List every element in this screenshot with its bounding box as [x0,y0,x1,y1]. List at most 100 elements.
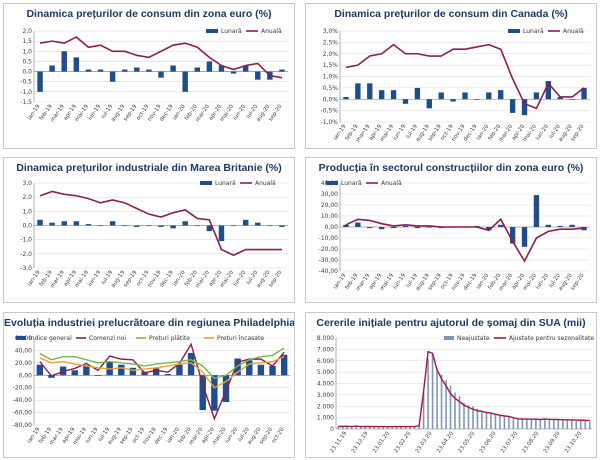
bar [566,420,569,429]
bar [73,57,80,72]
y-tick-label: 1,0% [323,74,339,81]
y-tick-label: 20,00 [321,202,338,209]
bar [458,396,461,429]
bar [390,90,397,100]
bar [206,61,213,72]
y-tick-label: -40,00 [319,268,339,275]
bar [409,426,411,429]
legend-label: Indice general [29,335,72,342]
chart-title: Dinamica prețurilor industriale din Mare… [16,162,282,174]
bar [222,375,230,403]
bar [164,374,172,376]
bar [187,352,195,376]
y-tick-label: 5.000 [317,369,334,376]
chart-panel-us-claims: Cererile inițiale pentru ajutorul de șom… [305,312,597,458]
x-tick-label: 23.10.20 [564,430,583,454]
y-tick-label: 8.000 [317,335,334,342]
y-tick-label: 1,5% [323,62,339,69]
bar [280,354,288,376]
x-tick-label: dec-19 [159,103,175,122]
bar [571,420,573,429]
bar [49,65,55,72]
x-tick-label: 23.08.20 [521,430,540,454]
bar [490,413,492,429]
bar [535,419,537,429]
y-tick-label: -40,00 [13,397,33,404]
bar [557,225,563,227]
bar [350,426,353,429]
bar [378,90,385,100]
x-tick-label: iun-20 [232,103,247,121]
bar [438,92,444,100]
bar [269,365,276,376]
bar [109,71,116,82]
bar [569,99,575,100]
bar [211,375,218,411]
y-tick-label: 20,00 [15,360,32,367]
bar [134,67,140,72]
bar [521,419,524,429]
bar [257,364,265,376]
chart-panel-ca-cpi: Dinamica prețurilor de consum din Canada… [305,3,597,149]
legend-swatch-bar [206,29,218,33]
bar [402,225,409,227]
bar [134,225,140,227]
bar [499,414,501,429]
bar [526,419,528,429]
chart-title: Producția în sectorul construcțiilor din… [318,162,584,174]
bar [486,227,492,231]
x-tick-label: 23.07.20 [500,430,519,454]
philly-fed-chart: -80,00-60,00-40,00-20,000,0020,0040,0060… [13,335,290,446]
bar [368,426,371,429]
bar [413,426,416,429]
bar [545,224,552,227]
bar [404,426,407,429]
x-tick-label: 23.09.20 [543,430,562,454]
x-tick-label: 23.03.20 [415,430,434,454]
y-tick-label: 1,0 [22,48,32,55]
y-tick-label: -80,00 [13,422,33,429]
bar [422,391,425,429]
legend-label: Neajustate [457,335,490,342]
bar [494,414,497,429]
x-tick-label: iun-19 [85,426,100,444]
y-tick-label: -3,0 [20,265,32,272]
x-tick-label: iun-20 [535,123,550,141]
legend-label: Ajustate pentru sezonalitate [509,335,594,342]
y-tick-label: 2,5% [323,39,339,46]
bar [109,221,116,226]
bar [450,99,456,102]
legend-label: Anuală [563,28,584,35]
legend-swatch-bar [508,29,520,33]
bar [170,225,176,229]
bar [355,425,357,429]
legend-label: Anuală [261,28,282,35]
y-tick-label: -30,00 [319,257,339,264]
bar [485,411,488,429]
bar [498,224,504,227]
bar [509,227,516,244]
y-tick-label: 0,0 [22,69,32,76]
bar [579,420,582,429]
bar [463,402,465,429]
bar [512,417,515,429]
bar [503,416,506,429]
bar [97,225,104,227]
legend-label: Lunară [523,28,544,35]
x-tick-label: iun-20 [535,272,550,290]
legend-label: Anuală [381,180,402,187]
chart-title: Dinamica prețurilor de consum din Canada… [334,8,568,20]
bar [544,419,546,429]
bar [557,419,560,429]
chart-panel-philly-fed: Evoluția industriei prelucrătoare din re… [3,312,295,458]
bar [367,227,373,229]
bar [85,69,92,72]
y-tick-label: 7.000 [317,346,334,353]
bar [581,87,587,100]
legend-swatch-bar [200,181,212,185]
bar [343,224,349,227]
new-orders-line [39,342,285,421]
bar [454,392,456,429]
y-tick-label: -0,5% [321,108,339,115]
bar [378,227,385,230]
